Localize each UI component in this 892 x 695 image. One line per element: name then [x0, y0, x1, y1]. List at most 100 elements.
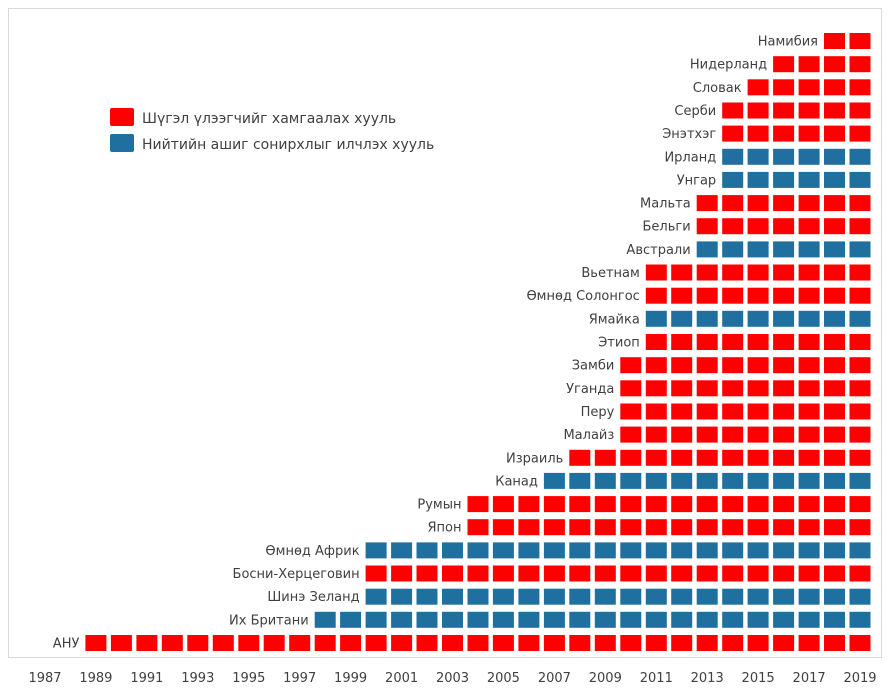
waffle-block	[824, 449, 845, 466]
country-label: Энэтхэг	[662, 127, 716, 142]
waffle-block	[747, 310, 769, 327]
waffle-block	[696, 519, 718, 536]
waffle-block	[340, 635, 362, 651]
waffle-block	[747, 611, 769, 628]
waffle-block	[569, 449, 591, 466]
waffle-block	[696, 496, 718, 513]
waffle-block	[110, 635, 132, 651]
waffle-block	[645, 426, 667, 443]
waffle-block	[671, 334, 693, 350]
waffle-block	[696, 334, 718, 350]
waffle-block	[569, 611, 591, 628]
chart-frame	[8, 8, 882, 658]
waffle-block	[620, 565, 642, 582]
country-rows: Намибия Нидерланд Словак Серби Энэтхэг Ирланд…	[53, 33, 871, 652]
country-row: Япон	[428, 519, 871, 536]
waffle-block	[212, 635, 234, 651]
country-label: Их Британи	[229, 613, 309, 628]
waffle-block	[798, 264, 820, 281]
country-label: Унгар	[677, 173, 716, 188]
waffle-block	[747, 542, 769, 559]
waffle-block	[747, 195, 769, 212]
waffle-block	[747, 171, 769, 188]
waffle-block	[696, 472, 718, 489]
waffle-block	[696, 635, 718, 651]
waffle-block	[773, 218, 795, 235]
country-label: Словак	[693, 81, 742, 96]
waffle-block	[824, 56, 845, 73]
country-label: Босни-Херцеговин	[233, 567, 360, 582]
waffle-block	[747, 218, 769, 235]
waffle-block	[696, 357, 718, 374]
waffle-block	[671, 565, 693, 582]
country-row: Канад	[495, 472, 871, 489]
country-label: Бельги	[643, 220, 691, 235]
waffle-block	[747, 588, 769, 605]
waffle-block	[722, 334, 744, 350]
waffle-block	[747, 380, 769, 397]
waffle-block	[747, 496, 769, 513]
waffle-block	[849, 496, 871, 513]
waffle-block	[543, 472, 565, 489]
waffle-block	[696, 588, 718, 605]
waffle-block	[849, 565, 871, 582]
waffle-block	[747, 426, 769, 443]
waffle-block	[798, 195, 820, 212]
waffle-block	[824, 542, 845, 559]
country-label: Австрали	[626, 243, 690, 258]
waffle-block	[645, 496, 667, 513]
waffle-block	[645, 380, 667, 397]
waffle-block	[773, 264, 795, 281]
waffle-block	[620, 496, 642, 513]
waffle-block	[671, 426, 693, 443]
waffle-block	[798, 56, 820, 73]
waffle-block	[696, 380, 718, 397]
waffle-block	[365, 565, 387, 582]
waffle-block	[543, 611, 565, 628]
waffle-block	[365, 635, 387, 651]
waffle-block	[696, 195, 718, 212]
waffle-block	[747, 449, 769, 466]
waffle-block	[798, 565, 820, 582]
country-label: Япон	[428, 521, 462, 536]
waffle-block	[161, 635, 183, 651]
waffle-block	[722, 519, 744, 536]
waffle-block	[849, 588, 871, 605]
waffle-block	[798, 542, 820, 559]
country-label: Израиль	[506, 451, 563, 466]
waffle-block	[696, 426, 718, 443]
waffle-block	[849, 542, 871, 559]
waffle-block	[849, 171, 871, 188]
waffle-block	[824, 380, 845, 397]
waffle-block	[645, 472, 667, 489]
waffle-block	[620, 403, 642, 420]
waffle-block	[569, 542, 591, 559]
year-tick: 2003	[436, 671, 469, 686]
waffle-block	[696, 241, 718, 258]
waffle-block	[722, 565, 744, 582]
waffle-block	[747, 241, 769, 258]
legend: Шүгэл үлээгчийг хамгаалах хууль Нийтийн …	[110, 108, 434, 153]
waffle-block	[696, 449, 718, 466]
waffle-block	[594, 496, 616, 513]
waffle-block	[798, 449, 820, 466]
waffle-block	[798, 171, 820, 188]
waffle-block	[543, 496, 565, 513]
waffle-block	[594, 611, 616, 628]
country-row: Этиоп	[598, 334, 871, 351]
waffle-block	[722, 102, 744, 119]
waffle-block	[543, 588, 565, 605]
country-label: Малайз	[563, 428, 614, 443]
waffle-block	[620, 588, 642, 605]
waffle-block	[518, 496, 540, 513]
waffle-block	[798, 472, 820, 489]
waffle-block	[671, 403, 693, 420]
year-tick: 2013	[691, 671, 724, 686]
waffle-block	[492, 611, 514, 628]
country-row: Унгар	[677, 171, 871, 188]
waffle-block	[442, 635, 463, 651]
waffle-block	[416, 635, 438, 651]
waffle-block	[747, 102, 769, 119]
waffle-block	[645, 334, 667, 350]
waffle-block	[849, 264, 871, 281]
